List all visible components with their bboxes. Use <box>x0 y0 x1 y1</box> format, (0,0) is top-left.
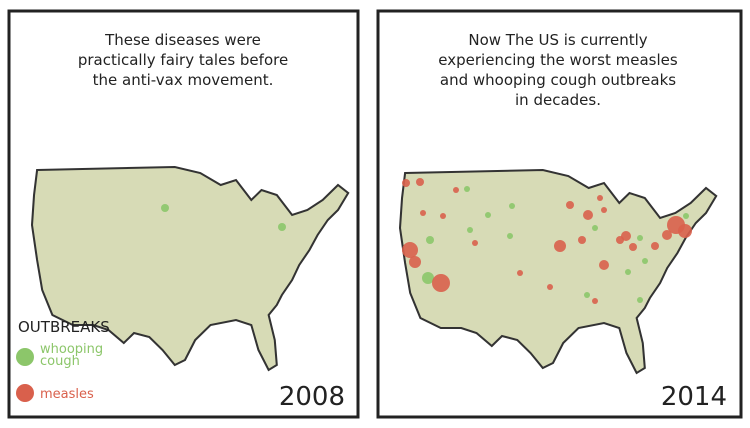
outbreak-dot <box>464 186 470 192</box>
outbreak-dot <box>651 242 659 250</box>
outbreak-dot <box>472 240 478 246</box>
outbreak-dot <box>453 187 459 193</box>
legend-swatch <box>16 348 34 366</box>
outbreak-dot <box>547 284 553 290</box>
caption: the anti-vax movement. <box>93 71 274 89</box>
legend-label: cough <box>40 354 80 369</box>
outbreak-dot <box>402 242 418 258</box>
outbreak-dot <box>637 297 643 303</box>
year: 2014 <box>661 382 727 412</box>
caption: Now The US is currently <box>468 31 647 49</box>
outbreak-dot <box>426 236 434 244</box>
legend-label: whooping <box>40 342 103 357</box>
outbreak-dot <box>578 236 586 244</box>
outbreak-dot <box>592 298 598 304</box>
caption: experiencing the worst measles <box>438 51 678 69</box>
outbreak-dot <box>625 269 631 275</box>
outbreak-dot <box>683 213 689 219</box>
legend-swatch <box>16 384 34 402</box>
outbreak-dot <box>509 203 515 209</box>
outbreak-dot <box>597 195 603 201</box>
caption: These diseases were <box>104 31 261 49</box>
outbreak-dot <box>402 179 410 187</box>
outbreak-dot <box>278 223 286 231</box>
outbreak-dot <box>629 243 637 251</box>
outbreak-dot <box>584 292 590 298</box>
outbreak-dot <box>599 260 609 270</box>
outbreak-dot <box>621 231 631 241</box>
outbreak-dot <box>420 210 426 216</box>
outbreak-dot <box>507 233 513 239</box>
year: 2008 <box>279 382 345 412</box>
outbreak-dot <box>432 274 450 292</box>
outbreak-dot <box>637 235 643 241</box>
outbreak-dot <box>467 227 473 233</box>
outbreak-dot <box>592 225 598 231</box>
outbreak-dot <box>642 258 648 264</box>
outbreak-dot <box>440 213 446 219</box>
outbreak-dot <box>583 210 593 220</box>
outbreak-dot <box>422 272 434 284</box>
legend-title: OUTBREAKS <box>18 318 110 336</box>
outbreak-dots <box>16 178 692 402</box>
caption: practically fairy tales before <box>78 51 288 69</box>
legend-label: measles <box>40 387 94 402</box>
outbreak-dot <box>554 240 566 252</box>
outbreak-dot <box>601 207 607 213</box>
outbreak-dot <box>161 204 169 212</box>
outbreak-dot <box>409 256 421 268</box>
outbreak-dot <box>678 224 692 238</box>
caption: and whooping cough outbreaks <box>440 71 676 89</box>
outbreak-dot <box>566 201 574 209</box>
outbreak-dot <box>485 212 491 218</box>
outbreak-dot <box>662 230 672 240</box>
outbreak-dot <box>517 270 523 276</box>
caption: in decades. <box>515 91 601 109</box>
texts: These diseases were practically fairy tal… <box>18 31 727 412</box>
outbreak-dot <box>416 178 424 186</box>
